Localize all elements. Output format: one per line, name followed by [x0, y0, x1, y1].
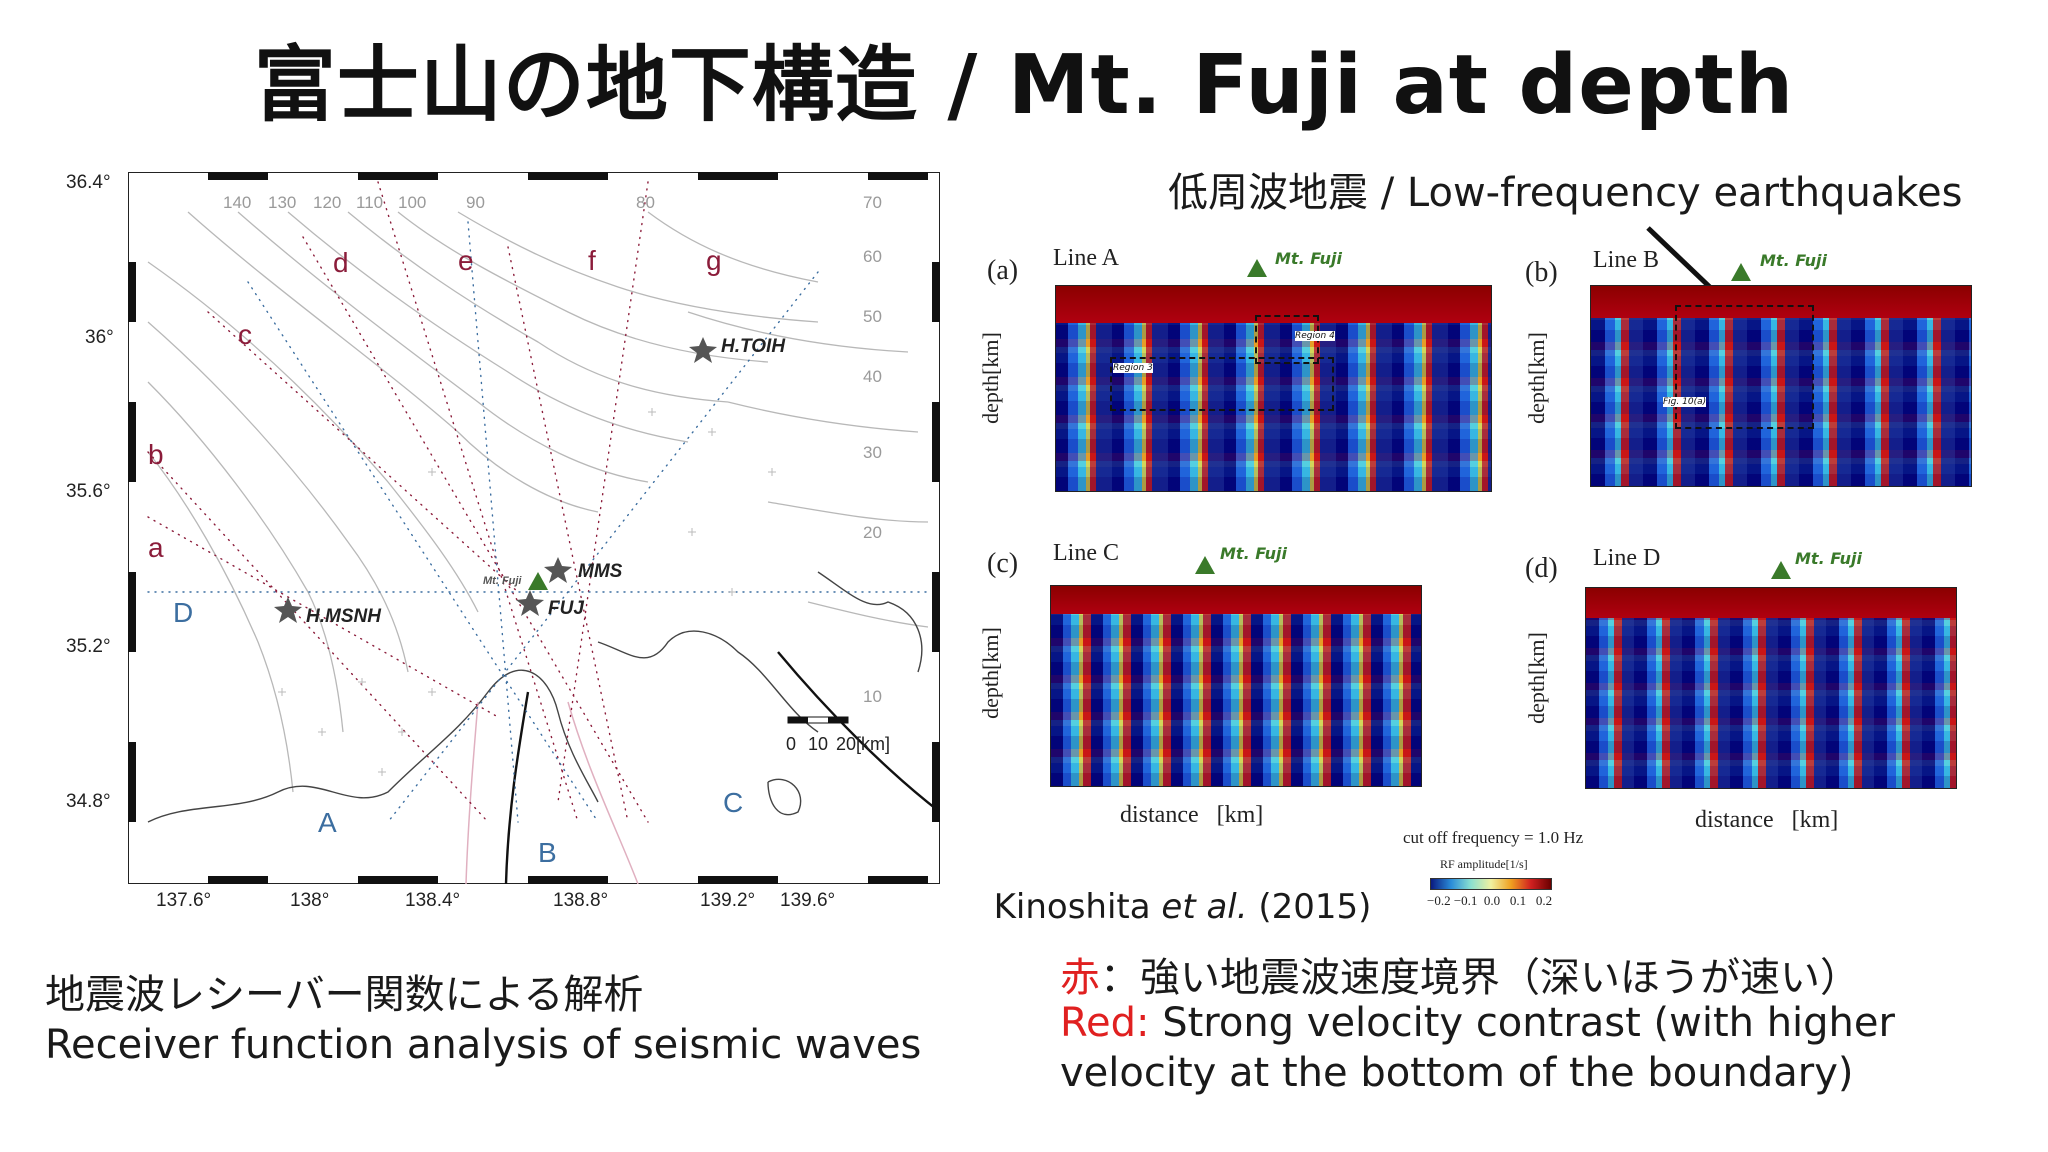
station-label: MMS: [578, 561, 623, 582]
contour-label: 90: [466, 193, 485, 212]
svg-text:20[km]: 20[km]: [836, 734, 890, 754]
depth-axis-label: depth[km]: [977, 627, 1003, 719]
profile-panel-b: (b) Line B Mt. Fuji depth[km] Fig. 10(a): [1523, 245, 1985, 515]
profile-panel-a: (a) Line A Mt. Fuji depth[km] Region 3 R…: [978, 245, 1505, 515]
depth-axis-label: depth[km]: [1523, 632, 1549, 724]
station-label: H.MSNH: [306, 606, 382, 627]
panel-peak-label: Mt. Fuji: [1795, 549, 1862, 568]
line-letter: e: [458, 245, 474, 276]
x-axis-label: distance [km]: [1695, 807, 1839, 833]
station-label: FUJ: [548, 598, 584, 619]
panel-tag: (a): [987, 255, 1019, 286]
cutoff-label: cut off frequency = 1.0 Hz: [1403, 828, 1584, 847]
panel-tag: (b): [1525, 257, 1558, 288]
contour-label: 10: [863, 687, 882, 706]
depth-axis-label: depth[km]: [977, 332, 1003, 424]
contour-label: 60: [863, 247, 882, 266]
contour-label: 110: [356, 193, 383, 212]
panel-peak-label: Mt. Fuji: [1275, 249, 1342, 268]
line-letter: a: [148, 532, 164, 563]
lon-label: 137.6°: [156, 890, 212, 911]
line-letter: d: [333, 247, 349, 278]
lon-label: 139.6°: [780, 890, 836, 911]
lon-label: 139.2°: [700, 890, 756, 911]
colorbar: [1430, 878, 1552, 890]
contour-label: 40: [863, 367, 882, 386]
rf-image: [1585, 587, 1957, 789]
summit-triangle-icon: [1771, 561, 1791, 579]
contour-label: 70: [863, 193, 882, 212]
caption-right-jp: 赤：強い地震波速度境界（深いほうが速い）: [1060, 955, 1860, 1001]
region-label: Region 3: [1113, 363, 1153, 373]
lat-label: 34.8°: [66, 791, 111, 812]
contour-label: 80: [636, 193, 655, 212]
x-axis-label: distance [km]: [1120, 802, 1264, 828]
station-star-icon: [544, 557, 572, 583]
svg-text:0: 0: [786, 734, 796, 754]
caption-right-en-2: velocity at the bottom of the boundary): [1060, 1050, 1854, 1096]
lon-label: 138.8°: [553, 890, 609, 911]
lfe-annotation: 低周波地震 / Low-frequency earthquakes: [1168, 170, 1963, 216]
lon-label: 138.4°: [405, 890, 461, 911]
contour-label: 140: [223, 193, 251, 212]
citation: Kinoshita et al. (2015): [993, 887, 1372, 927]
region-box: [1110, 357, 1334, 411]
panel-peak-label: Mt. Fuji: [1220, 544, 1287, 563]
panel-tag: (c): [987, 548, 1019, 579]
panel-tag: (d): [1525, 553, 1558, 584]
summit-triangle-icon: [528, 572, 548, 590]
map-canvas: 140 130 120 110 100 90 80 70 60 50 40 30…: [128, 172, 940, 884]
scale-bar: 0 10 20[km]: [786, 716, 890, 754]
station-star-icon: [516, 590, 544, 616]
caption-right-en-1: Red: Strong velocity contrast (with high…: [1060, 1000, 1895, 1046]
contour-label: 50: [863, 307, 882, 326]
rf-image: [1050, 585, 1422, 787]
line-letter: D: [173, 597, 193, 628]
panel-line-label: Line C: [1053, 540, 1119, 566]
panel-line-label: Line B: [1593, 247, 1659, 273]
line-letter: g: [706, 245, 722, 276]
contour-label: 120: [313, 193, 341, 212]
line-letter: B: [538, 837, 557, 868]
line-letter: C: [723, 787, 743, 818]
summit-triangle-icon: [1247, 259, 1267, 277]
contour-label: 130: [268, 193, 296, 212]
line-letter: f: [588, 245, 596, 276]
caption-left-en: Receiver function analysis of seismic wa…: [45, 1022, 922, 1068]
line-letter: c: [238, 319, 252, 350]
summit-triangle-icon: [1195, 556, 1215, 574]
region-label: Fig. 10(a): [1663, 397, 1707, 407]
contour-label: 100: [398, 193, 426, 212]
station-map: 36.4° 36° 35.6° 35.2° 34.8° 137.6° 138° …: [60, 160, 940, 920]
region-box: [1675, 305, 1814, 429]
station-star-icon: [274, 597, 302, 623]
contour-label: 30: [863, 443, 882, 462]
station-star-icon: [689, 337, 717, 363]
profile-panel-c: (c) Line C Mt. Fuji depth[km] distance […: [978, 540, 1435, 840]
region-label: Region 4: [1295, 331, 1335, 341]
svg-text:10: 10: [808, 734, 828, 754]
summit-label: Mt. Fuji: [483, 575, 522, 587]
caption-left-jp: 地震波レシーバー関数による解析: [45, 972, 644, 1018]
lat-label: 36°: [85, 327, 114, 348]
panel-peak-label: Mt. Fuji: [1760, 251, 1827, 270]
panel-line-label: Line D: [1593, 545, 1661, 571]
lat-label: 35.2°: [66, 636, 111, 657]
lat-label: 35.6°: [66, 481, 111, 502]
slide-title: 富士山の地下構造 / Mt. Fuji at depth: [253, 38, 1795, 133]
rf-image: [1055, 285, 1492, 492]
contour-label: 20: [863, 523, 882, 542]
panel-line-label: Line A: [1053, 245, 1119, 271]
colorbar-ticks: −0.2 −0.1 0.0 0.1 0.2: [1427, 893, 1553, 908]
line-letter: b: [148, 439, 164, 470]
lat-label: 36.4°: [66, 172, 111, 193]
rf-image: [1590, 285, 1972, 487]
station-label: H.TOIH: [721, 336, 786, 357]
colorbar-title: RF amplitude[1/s]: [1440, 857, 1528, 871]
lon-label: 138°: [290, 890, 330, 911]
depth-axis-label: depth[km]: [1523, 332, 1549, 424]
summit-triangle-icon: [1731, 263, 1751, 281]
profile-panel-d: (d) Line D Mt. Fuji depth[km] distance […: [1523, 545, 1985, 845]
line-letter: A: [318, 807, 337, 838]
